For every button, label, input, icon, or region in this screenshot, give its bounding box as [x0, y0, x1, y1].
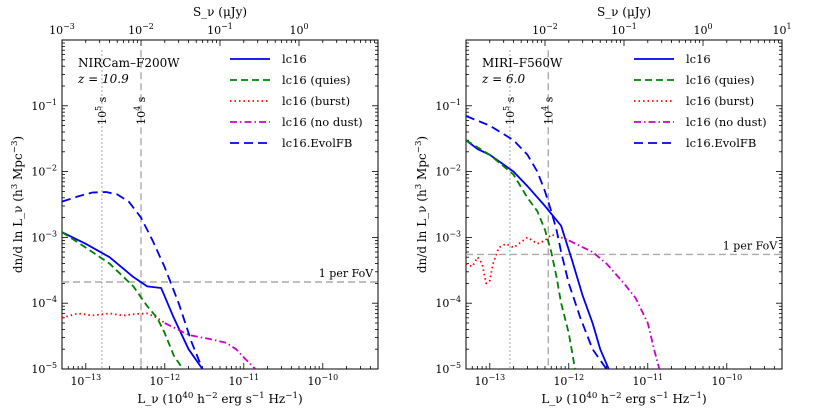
legend: lc16 lc16 (quies) lc16 (burst) lc16 (no dus…	[634, 52, 767, 150]
top-x-axis-label: S_ν (μJy)	[193, 5, 247, 19]
plot-frame	[61, 39, 379, 370]
time-marker-label: 104 s	[540, 96, 555, 125]
y-axis-label: dn/d ln L_ν (h3 Mpc−3)	[10, 136, 25, 273]
top-x-tick-label: 100	[693, 22, 712, 37]
series-line-lc16-quies-	[466, 139, 576, 369]
series-line-lc16-burst-	[62, 312, 166, 324]
x-tick-label: 10−13	[474, 373, 505, 388]
top-x-axis-label: S_ν (μJy)	[597, 5, 651, 19]
y-tick-label: 10−1	[435, 98, 461, 113]
top-x-tick-label: 10−2	[128, 22, 154, 37]
legend-label: lc16	[282, 52, 307, 66]
x-tick-label: 10−13	[70, 373, 101, 388]
series-line-lc16-no-dust-	[568, 239, 661, 369]
fov-label: 1 per FoV	[319, 267, 374, 280]
time-marker-label: 105 s	[94, 96, 109, 125]
series-line-lc16-evolfb	[62, 191, 204, 369]
legend-label: lc16 (quies)	[686, 73, 755, 87]
y-tick-label: 10−3	[31, 229, 57, 244]
y-tick-label: 10−5	[435, 361, 461, 376]
top-x-tick-label: 10−3	[49, 22, 75, 37]
top-x-tick-label: 101	[772, 22, 791, 37]
legend-label: lc16 (burst)	[282, 94, 350, 108]
y-tick-label: 10−4	[31, 295, 57, 310]
y-tick-label: 10−2	[435, 164, 461, 179]
x-tick-label: 10−10	[711, 373, 742, 388]
y-tick-label: 10−2	[31, 164, 57, 179]
plot-area	[62, 50, 378, 369]
top-x-tick-label: 100	[289, 22, 308, 37]
series-line-lc16-evolfb	[466, 115, 608, 369]
top-x-tick-label: 10−2	[532, 22, 558, 37]
legend-label: lc16	[686, 52, 711, 66]
legend-label: lc16.EvolFB	[686, 136, 756, 150]
top-x-tick-label: 10−1	[207, 22, 233, 37]
top-x-tick-label: 10−1	[611, 22, 637, 37]
panel-1: 10−13 10−12 10−11 10−10 10−3 10−2 10−1 100 10−5 1…	[10, 5, 379, 406]
x-tick-label: 10−11	[228, 373, 259, 388]
panel-title: NIRCam–F200W	[78, 56, 180, 70]
legend-label: lc16 (quies)	[282, 73, 351, 87]
x-axis-label: L_ν (1040 h−2 erg s−1 Hz−1)	[137, 391, 302, 406]
x-tick-label: 10−12	[149, 373, 180, 388]
panel-subtitle: z = 10.9	[77, 72, 129, 86]
panel-2: 10−13 10−12 10−11 10−10 10−2 10−1 100 101 10−5 10…	[414, 5, 792, 406]
y-axis-label: dn/d ln L_ν (h3 Mpc−3)	[414, 136, 429, 273]
legend: lc16 lc16 (quies) lc16 (burst) lc16 (no dus…	[230, 52, 363, 150]
y-tick-label: 10−3	[435, 229, 461, 244]
series-line-lc16-no-dust-	[164, 322, 256, 369]
y-tick-label: 10−4	[435, 295, 461, 310]
legend-label: lc16.EvolFB	[282, 136, 352, 150]
plot-area	[466, 50, 782, 369]
time-marker-label: 104 s	[133, 96, 148, 125]
legend-label: lc16 (no dust)	[686, 115, 767, 129]
y-tick-label: 10−5	[31, 361, 57, 376]
panel-title: MIRI–F560W	[482, 56, 563, 70]
time-marker-label: 105 s	[502, 96, 517, 125]
y-tick-label: 10−1	[31, 98, 57, 113]
series-line-lc16-quies-	[62, 231, 184, 369]
fov-label: 1 per FoV	[723, 239, 778, 252]
series-line-lc16	[62, 231, 204, 369]
panel-subtitle: z = 6.0	[481, 72, 525, 86]
x-tick-label: 10−11	[632, 373, 663, 388]
x-tick-label: 10−12	[553, 373, 584, 388]
x-axis-label: L_ν (1040 h−2 erg s−1 Hz−1)	[541, 391, 706, 406]
legend-label: lc16 (burst)	[686, 94, 754, 108]
series-line-lc16-burst-	[466, 233, 570, 285]
legend-label: lc16 (no dust)	[282, 115, 363, 129]
plot-frame	[465, 39, 783, 370]
x-tick-label: 10−10	[307, 373, 338, 388]
